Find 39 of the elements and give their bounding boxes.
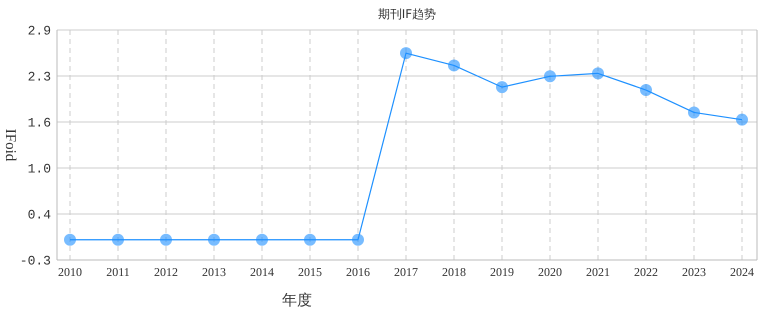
point [352, 234, 364, 246]
x-tick-label: 2023 [682, 265, 706, 279]
y-axis-title: IFoid [2, 128, 18, 162]
point [592, 67, 604, 80]
point [160, 234, 172, 246]
x-tick-label: 2019 [490, 265, 514, 279]
point [688, 106, 700, 118]
x-tick-label: 2021 [586, 265, 610, 279]
x-tick-label: 2016 [346, 265, 370, 279]
x-tick-label: 2010 [58, 265, 82, 279]
chart-title: 期刊IF趋势 [378, 7, 436, 21]
x-tick-label: 2022 [634, 265, 658, 279]
y-tick-label: -0.3 [20, 254, 51, 269]
x-tick-label: 2012 [154, 265, 178, 279]
x-tick-label: 2014 [250, 265, 274, 279]
point [64, 234, 76, 246]
x-tick-label: 2018 [442, 265, 466, 279]
y-tick-label: 1.0 [28, 162, 51, 177]
point [208, 234, 220, 246]
point [304, 234, 316, 246]
point [496, 81, 508, 94]
y-tick-label: 1.6 [28, 116, 51, 131]
point [544, 70, 556, 82]
x-axis-title: 年度 [282, 291, 312, 309]
x-tick-label: 2011 [106, 265, 130, 279]
x-tick-label: 2017 [394, 265, 418, 279]
y-tick-label: 0.4 [28, 208, 52, 223]
point [400, 47, 412, 60]
point [736, 114, 748, 126]
point [112, 234, 124, 246]
point [640, 84, 652, 96]
y-tick-label: 2.9 [28, 24, 51, 39]
point [448, 59, 460, 72]
y-tick-label: 2.3 [28, 70, 51, 85]
x-tick-label: 2015 [298, 265, 322, 279]
x-tick-label: 2013 [202, 265, 226, 279]
x-tick-label: 2020 [538, 265, 562, 279]
point [256, 234, 268, 246]
x-tick-label: 2024 [730, 265, 754, 279]
